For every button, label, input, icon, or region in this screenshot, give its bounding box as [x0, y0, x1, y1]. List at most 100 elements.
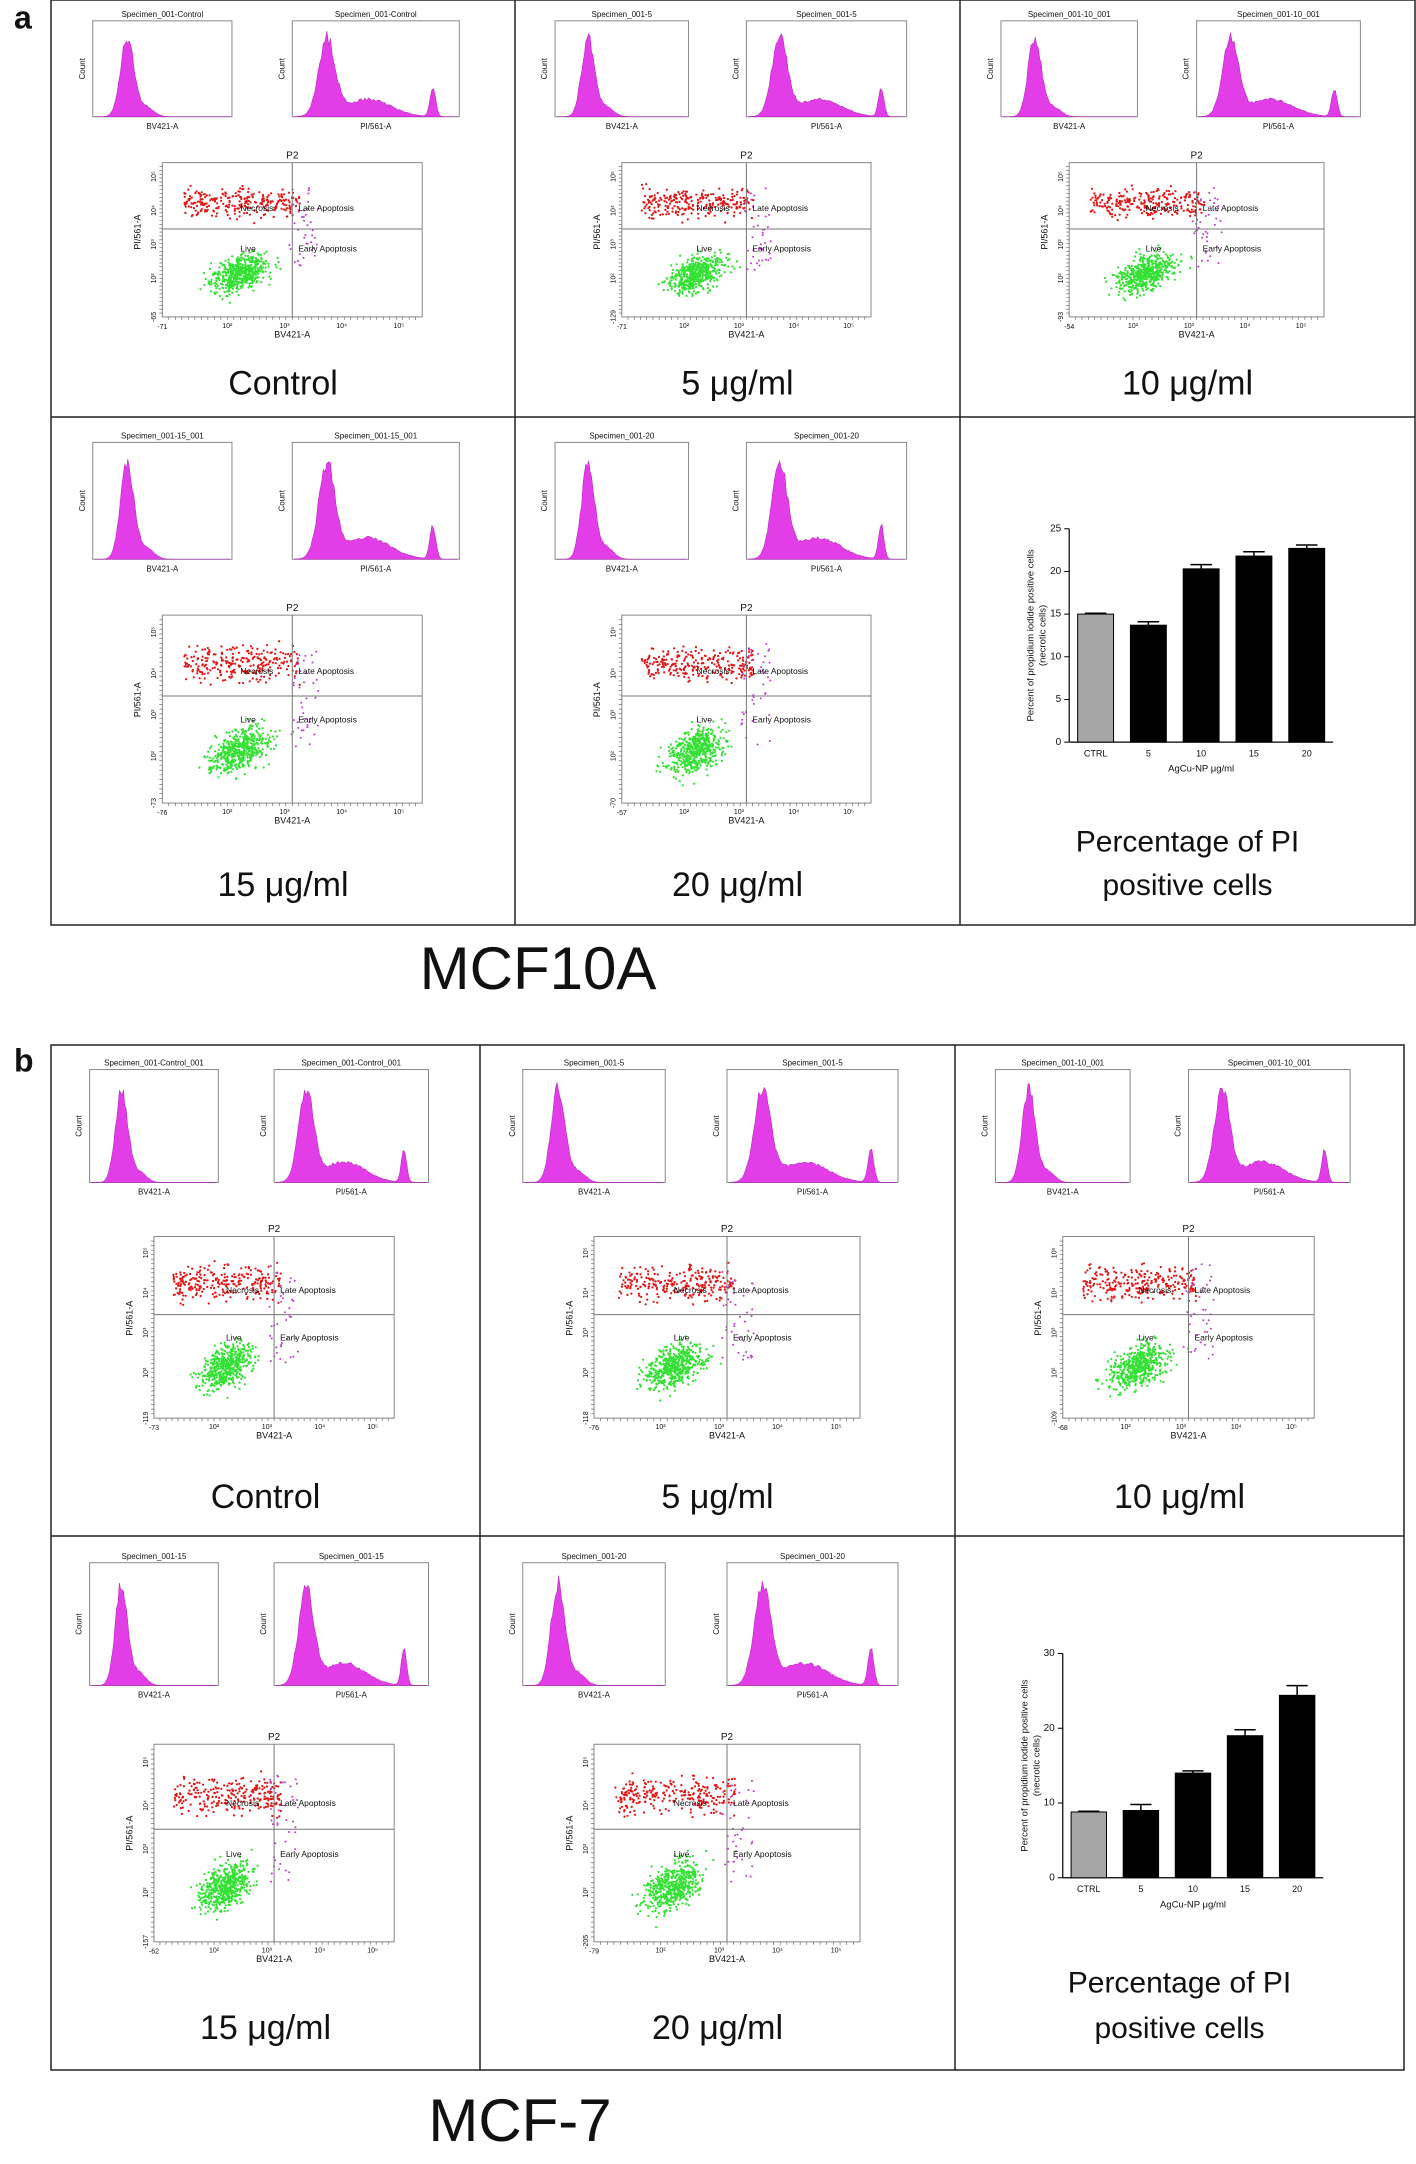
x-tick-label: CTRL [1077, 1884, 1101, 1894]
y-axis-label: (necrotic cells) [1038, 605, 1049, 666]
histogram-x-label: PI/561-A [797, 1691, 829, 1700]
red-events [1082, 1262, 1197, 1304]
x-decade-label: 10⁴ [788, 323, 799, 330]
histogram-y-label: Count [1182, 57, 1191, 79]
axis-ticks [618, 166, 866, 320]
cell-caption: 5 μg/ml [661, 1478, 773, 1516]
histogram-x-label: PI/561-A [336, 1188, 368, 1197]
quadrant-label: Live [240, 243, 256, 253]
histogram-shape [1190, 1087, 1349, 1183]
scatter-y-label: PI/561-A [133, 682, 143, 717]
x-tick-label: CTRL [1084, 748, 1108, 758]
histogram-shape [294, 31, 458, 118]
y-decade-label: 10⁴ [143, 1287, 150, 1298]
histogram-x-label: PI/561-A [811, 564, 843, 573]
x-decade-label: 10⁴ [314, 1424, 325, 1431]
x-decade-label: 10³ [734, 809, 745, 816]
y-min-label: -93 [1058, 312, 1065, 322]
histogram-x-label: BV421-A [1053, 122, 1086, 131]
summary-caption: positive cells [1102, 869, 1272, 902]
scatter-x-label: BV421-A [728, 815, 764, 825]
x-min-label: -57 [617, 810, 627, 817]
panel-label: b [14, 1042, 34, 1078]
y-decade-label: 10² [611, 750, 618, 761]
scatter-x-label: BV421-A [256, 1954, 292, 1964]
x-tick-label: 20 [1302, 748, 1312, 758]
axis-ticks [150, 1748, 389, 1945]
scatter-x-label: BV421-A [274, 815, 310, 825]
scatter-x-label: BV421-A [1179, 329, 1215, 339]
x-min-label: -71 [617, 324, 627, 331]
histogram-title: Specimen_001-5 [796, 10, 857, 19]
axis-ticks [618, 619, 866, 807]
histogram-y-label: Count [712, 1613, 721, 1635]
x-decade-label: 10⁴ [1240, 323, 1251, 330]
quadrant-label: Early Apoptosis [733, 1849, 792, 1859]
histogram-title: Specimen_001-5 [592, 10, 653, 19]
bar [1129, 624, 1167, 743]
y-tick-label: 0 [1056, 737, 1062, 748]
histogram-shape [94, 40, 230, 118]
x-decade-label: 10⁵ [367, 1424, 378, 1431]
histogram-x-label: BV421-A [138, 1188, 171, 1197]
gate-label: P2 [268, 1732, 281, 1743]
histogram-y-label: Count [712, 1115, 721, 1137]
y-decade-label: 10⁴ [583, 1287, 590, 1298]
y-min-label: -65 [151, 312, 158, 322]
y-tick-label: 10 [1044, 1798, 1056, 1809]
x-decade-label: 10² [679, 323, 690, 330]
histogram-title: Specimen_001-Control [335, 10, 417, 19]
quadrant-label: Early Apoptosis [298, 715, 357, 725]
cell-line-label: MCF-7 [428, 2087, 611, 2154]
quadrant-label: Necrosis [674, 1798, 707, 1808]
error-bar [1182, 1770, 1204, 1774]
cell-caption: 10 μg/ml [1114, 1478, 1245, 1516]
y-decade-label: 10⁴ [151, 205, 158, 216]
y-decade-label: 10³ [1058, 239, 1065, 250]
y-decade-label: 10⁵ [143, 1247, 150, 1258]
green-events [655, 718, 733, 787]
histogram-y-label: Count [75, 1115, 84, 1137]
y-min-label: -157 [143, 1935, 150, 1949]
y-decade-label: 10⁴ [151, 668, 158, 679]
y-decade-label: 10³ [1052, 1327, 1059, 1338]
green-events [1103, 244, 1193, 302]
green-events [198, 717, 281, 780]
quadrant-label: Early Apoptosis [280, 1849, 339, 1859]
gate-label: P2 [740, 150, 753, 161]
histogram-shape [997, 1083, 1129, 1183]
x-decade-label: 10³ [279, 323, 290, 330]
quadrant-label: Late Apoptosis [298, 666, 354, 676]
x-decade-label: 10⁴ [788, 809, 799, 816]
y-decade-label: 10³ [143, 1327, 150, 1338]
x-min-label: -62 [149, 1949, 159, 1956]
scatter-y-label: PI/561-A [592, 682, 602, 717]
error-bar [1190, 563, 1212, 569]
magenta-events [721, 1271, 755, 1361]
y-decade-label: 10² [611, 273, 618, 284]
x-decade-label: 10⁵ [367, 1948, 378, 1955]
histogram-x-label: BV421-A [146, 564, 179, 573]
x-tick-label: 5 [1146, 748, 1151, 758]
histogram-frame [89, 1562, 219, 1687]
x-min-label: -76 [157, 810, 167, 817]
x-decade-label: 10³ [1176, 1424, 1187, 1431]
y-tick-label: 20 [1050, 566, 1062, 577]
x-decade-label: 10⁴ [772, 1948, 783, 1955]
quadrant-label: Early Apoptosis [1194, 1332, 1253, 1342]
quadrant-label: Live [697, 715, 713, 725]
y-decade-label: 10² [151, 273, 158, 284]
quadrant-label: Live [674, 1332, 690, 1342]
histogram-title: Specimen_001-10_001 [1021, 1059, 1104, 1068]
histogram-y-label: Count [508, 1115, 517, 1137]
scatter-y-label: PI/561-A [133, 215, 143, 250]
histogram-shape [748, 32, 905, 118]
x-decade-label: 10⁵ [393, 323, 404, 330]
histogram-shape [275, 1584, 427, 1686]
summary-caption: positive cells [1094, 2012, 1264, 2045]
histogram-y-label: Count [986, 57, 995, 79]
histogram-title: Specimen_001-20 [780, 1552, 845, 1561]
y-decade-label: 10² [1052, 1367, 1059, 1378]
histogram-shape [728, 1086, 897, 1183]
quadrant-label: Late Apoptosis [752, 203, 808, 213]
